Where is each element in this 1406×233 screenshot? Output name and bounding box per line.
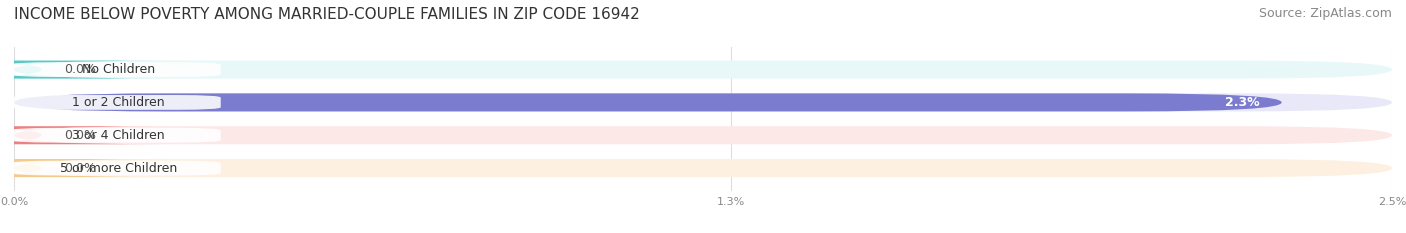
Text: 0.0%: 0.0%: [63, 63, 96, 76]
Text: 3 or 4 Children: 3 or 4 Children: [73, 129, 165, 142]
FancyBboxPatch shape: [11, 62, 221, 77]
Text: 2.3%: 2.3%: [1225, 96, 1260, 109]
FancyBboxPatch shape: [0, 126, 166, 144]
FancyBboxPatch shape: [0, 159, 166, 177]
Text: 0.0%: 0.0%: [63, 161, 96, 175]
Text: INCOME BELOW POVERTY AMONG MARRIED-COUPLE FAMILIES IN ZIP CODE 16942: INCOME BELOW POVERTY AMONG MARRIED-COUPL…: [14, 7, 640, 22]
FancyBboxPatch shape: [11, 161, 221, 175]
FancyBboxPatch shape: [14, 159, 1392, 177]
Text: 0.0%: 0.0%: [63, 129, 96, 142]
FancyBboxPatch shape: [14, 93, 1282, 111]
FancyBboxPatch shape: [14, 61, 1392, 79]
FancyBboxPatch shape: [11, 95, 221, 110]
Text: No Children: No Children: [82, 63, 155, 76]
FancyBboxPatch shape: [11, 128, 221, 143]
Text: 5 or more Children: 5 or more Children: [60, 161, 177, 175]
Text: Source: ZipAtlas.com: Source: ZipAtlas.com: [1258, 7, 1392, 20]
FancyBboxPatch shape: [14, 93, 1392, 111]
FancyBboxPatch shape: [0, 61, 166, 79]
Text: 1 or 2 Children: 1 or 2 Children: [73, 96, 165, 109]
FancyBboxPatch shape: [14, 126, 1392, 144]
